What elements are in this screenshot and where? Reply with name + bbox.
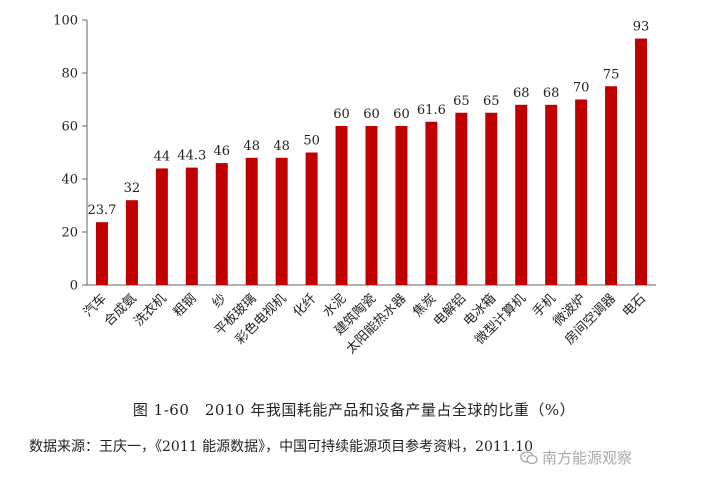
- bar: [155, 168, 168, 285]
- data-label: 61.6: [417, 103, 446, 118]
- bar: [335, 126, 348, 285]
- data-label: 93: [633, 20, 650, 35]
- bar: [245, 157, 258, 285]
- y-tick-label: 100: [53, 14, 78, 29]
- category-label: 合成氨: [102, 291, 140, 329]
- data-label: 23.7: [87, 203, 116, 218]
- y-tick-label: 0: [70, 279, 78, 294]
- bar: [185, 167, 198, 285]
- data-label: 70: [573, 81, 590, 96]
- data-label: 68: [543, 86, 560, 101]
- category-label: 化纤: [290, 291, 319, 320]
- data-label: 46: [213, 144, 230, 159]
- y-tick-label: 60: [61, 120, 78, 135]
- bar: [455, 112, 468, 285]
- category-label: 电石: [620, 291, 649, 320]
- bar: [215, 163, 228, 285]
- data-label: 44.3: [177, 149, 206, 164]
- category-label: 洗衣机: [131, 291, 170, 330]
- data-label: 44: [154, 149, 171, 164]
- data-label: 60: [333, 107, 350, 122]
- bar: [95, 222, 108, 285]
- data-label: 50: [303, 134, 320, 149]
- bar: [425, 121, 438, 285]
- y-tick-label: 20: [61, 226, 78, 241]
- category-label: 纱: [210, 291, 230, 311]
- data-label: 68: [513, 86, 530, 101]
- data-label: 60: [393, 107, 410, 122]
- watermark: 南方能源观察: [520, 447, 632, 468]
- category-label: 电解铝: [431, 291, 469, 329]
- bar: [605, 86, 618, 285]
- bar: [575, 99, 588, 285]
- figure-caption: 图 1-60 2010 年我国耗能产品和设备产量占全球的比重（%）: [132, 401, 576, 419]
- data-label: 60: [363, 107, 380, 122]
- category-label: 粗钢: [171, 291, 200, 320]
- data-label: 48: [243, 139, 260, 154]
- bar: [305, 152, 318, 285]
- bar: [545, 104, 558, 285]
- y-tick-label: 80: [61, 67, 78, 82]
- data-label: 65: [453, 94, 470, 109]
- data-label: 32: [124, 181, 141, 196]
- bar: [395, 126, 408, 285]
- bar: [125, 200, 138, 285]
- data-label: 75: [603, 67, 620, 82]
- bar: [635, 38, 648, 285]
- data-label: 65: [483, 94, 500, 109]
- watermark-text: 南方能源观察: [542, 449, 633, 467]
- bar: [365, 126, 378, 285]
- source-note: 数据来源：王庆一，《2011 能源数据》，中国可持续能源项目参考资料，2011.…: [29, 439, 533, 455]
- bar: [485, 112, 498, 285]
- bar: [515, 104, 528, 285]
- data-label: 48: [273, 139, 290, 154]
- y-tick-label: 40: [61, 173, 78, 188]
- wechat-icon: [520, 450, 538, 464]
- bar: [275, 157, 288, 285]
- bar-chart: 0 20 40 60 80 100 23.7 32 44 44.3 46 48 48 50 60 60 60 6…: [53, 14, 656, 357]
